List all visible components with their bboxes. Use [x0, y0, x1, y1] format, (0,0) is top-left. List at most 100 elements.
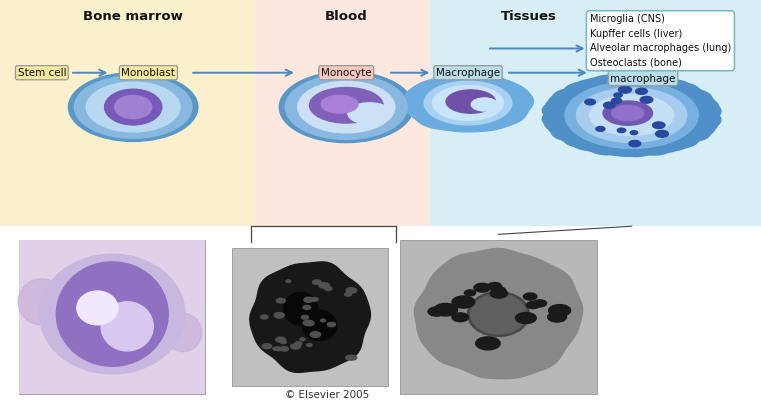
Circle shape: [464, 290, 476, 296]
Polygon shape: [250, 262, 371, 372]
Circle shape: [327, 322, 336, 327]
Bar: [19, 240, 205, 394]
Ellipse shape: [310, 88, 383, 123]
Ellipse shape: [40, 254, 185, 374]
Ellipse shape: [603, 101, 652, 125]
Circle shape: [260, 315, 268, 319]
Text: Monocyte: Monocyte: [321, 68, 371, 78]
Circle shape: [346, 288, 357, 293]
Circle shape: [452, 296, 475, 308]
Text: Blood: Blood: [325, 10, 368, 23]
Bar: [0, 0, 255, 226]
Bar: [430, 0, 761, 226]
Polygon shape: [543, 74, 721, 157]
Circle shape: [273, 347, 279, 350]
Ellipse shape: [612, 105, 644, 121]
Ellipse shape: [577, 88, 687, 142]
Polygon shape: [415, 248, 583, 379]
Circle shape: [584, 99, 595, 105]
Circle shape: [474, 283, 491, 292]
Circle shape: [275, 337, 285, 342]
Circle shape: [611, 98, 622, 103]
Circle shape: [488, 282, 501, 290]
Ellipse shape: [446, 90, 495, 113]
Ellipse shape: [68, 73, 198, 141]
Text: Stem cell: Stem cell: [18, 68, 66, 78]
Circle shape: [619, 86, 632, 93]
Ellipse shape: [298, 81, 395, 133]
Circle shape: [345, 292, 352, 296]
Ellipse shape: [471, 98, 498, 111]
Circle shape: [325, 286, 332, 290]
Circle shape: [476, 337, 500, 350]
Circle shape: [640, 97, 653, 103]
Ellipse shape: [348, 103, 391, 124]
Ellipse shape: [18, 279, 65, 325]
Circle shape: [305, 321, 314, 326]
Bar: [400, 240, 597, 394]
Circle shape: [596, 126, 605, 131]
Text: Tissues: Tissues: [501, 10, 557, 23]
Text: Microglia (CNS)
Kupffer cells (liver)
Alveolar macrophages (lung)
Osteoclasts (b: Microglia (CNS) Kupffer cells (liver) Al…: [590, 14, 731, 67]
Circle shape: [320, 319, 326, 322]
Circle shape: [524, 293, 537, 300]
Ellipse shape: [424, 81, 512, 125]
Circle shape: [492, 287, 505, 294]
Ellipse shape: [86, 82, 180, 132]
Circle shape: [635, 88, 648, 95]
Circle shape: [280, 341, 286, 344]
Circle shape: [300, 338, 305, 341]
Circle shape: [629, 141, 641, 147]
Circle shape: [303, 320, 313, 326]
Circle shape: [652, 122, 665, 128]
Circle shape: [434, 303, 457, 316]
Circle shape: [275, 347, 282, 351]
Ellipse shape: [285, 75, 407, 139]
Circle shape: [274, 313, 285, 318]
Circle shape: [655, 130, 668, 137]
Circle shape: [263, 344, 272, 349]
Bar: [19, 240, 205, 394]
Circle shape: [348, 356, 357, 360]
Circle shape: [603, 102, 615, 108]
Circle shape: [527, 301, 540, 309]
Ellipse shape: [279, 72, 413, 143]
Circle shape: [304, 297, 314, 302]
Circle shape: [311, 297, 318, 301]
Text: Macrophage: Macrophage: [436, 68, 500, 78]
Ellipse shape: [471, 294, 526, 334]
Circle shape: [428, 307, 445, 316]
Circle shape: [490, 289, 508, 298]
Circle shape: [286, 280, 291, 282]
Ellipse shape: [466, 291, 530, 337]
Circle shape: [280, 347, 288, 351]
Circle shape: [452, 313, 469, 322]
Ellipse shape: [56, 262, 168, 366]
Circle shape: [307, 344, 312, 346]
Circle shape: [319, 283, 330, 288]
Circle shape: [614, 93, 622, 97]
Circle shape: [515, 313, 537, 324]
Circle shape: [295, 342, 302, 345]
Bar: [255, 0, 430, 226]
Circle shape: [291, 344, 301, 349]
Bar: [232, 248, 388, 386]
Ellipse shape: [115, 95, 151, 119]
Polygon shape: [403, 74, 533, 132]
Circle shape: [310, 332, 320, 337]
Circle shape: [301, 316, 308, 319]
Text: Monoblast: Monoblast: [122, 68, 175, 78]
Circle shape: [630, 131, 638, 135]
Ellipse shape: [284, 292, 318, 325]
Ellipse shape: [164, 314, 202, 351]
Circle shape: [533, 300, 546, 307]
Circle shape: [617, 128, 626, 133]
Circle shape: [313, 280, 321, 284]
Circle shape: [345, 356, 354, 360]
Ellipse shape: [104, 89, 162, 125]
Ellipse shape: [432, 86, 504, 120]
Text: Activated
macrophage: Activated macrophage: [610, 62, 676, 84]
Text: © Elsevier 2005: © Elsevier 2005: [285, 390, 369, 400]
Text: Bone marrow: Bone marrow: [83, 10, 183, 23]
Circle shape: [276, 298, 285, 303]
